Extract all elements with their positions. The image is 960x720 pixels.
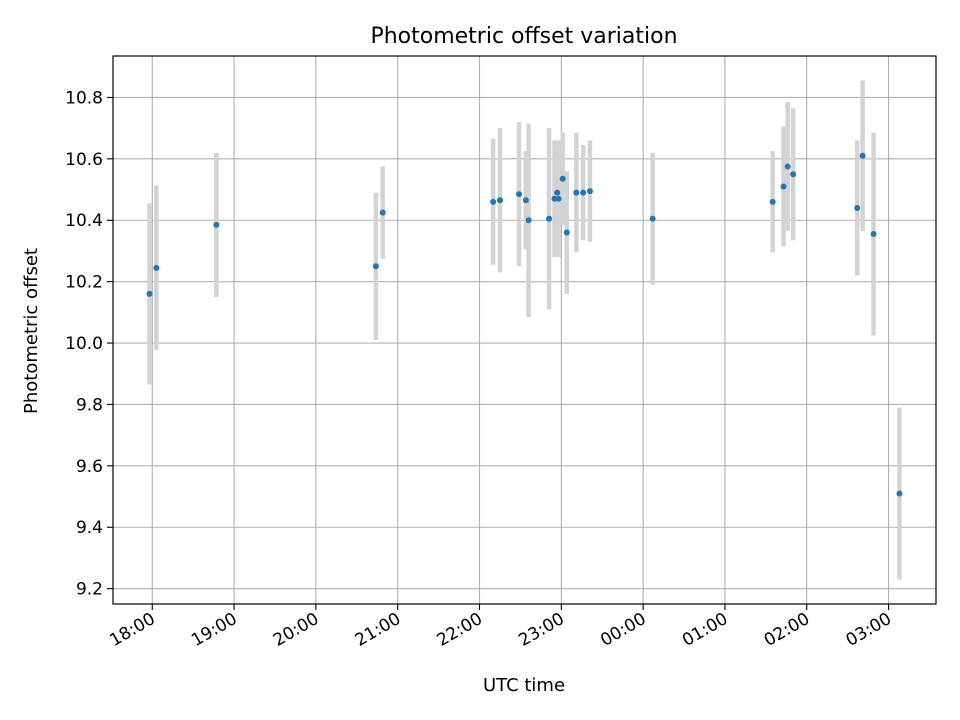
y-axis-ticks: 9.2 9.4 9.6 9.8 10.0 10.2 10.4 10.6 10.8 bbox=[65, 88, 113, 600]
data-point bbox=[870, 231, 877, 238]
y-tick-label: 10.0 bbox=[65, 334, 103, 354]
data-point bbox=[780, 183, 787, 190]
chart-title: Photometric offset variation bbox=[370, 24, 677, 49]
data-point bbox=[769, 198, 776, 205]
y-tick-label: 9.4 bbox=[76, 518, 103, 538]
data-point bbox=[563, 229, 570, 236]
data-point bbox=[555, 195, 562, 202]
data-point bbox=[790, 171, 797, 178]
data-point bbox=[546, 215, 553, 222]
y-axis-label: Photometric offset bbox=[21, 248, 42, 414]
y-tick-label: 10.2 bbox=[65, 273, 103, 293]
data-point bbox=[586, 188, 593, 195]
data-points bbox=[146, 152, 903, 497]
data-point bbox=[554, 189, 561, 196]
y-tick-label: 10.6 bbox=[65, 150, 103, 170]
data-point bbox=[213, 221, 220, 228]
data-point bbox=[379, 209, 386, 216]
data-point bbox=[496, 197, 503, 204]
data-point bbox=[580, 189, 587, 196]
data-point bbox=[490, 198, 497, 205]
grid-lines bbox=[113, 56, 936, 604]
data-point bbox=[146, 290, 153, 297]
data-point bbox=[525, 217, 532, 224]
data-point bbox=[522, 197, 529, 204]
data-point bbox=[372, 263, 379, 270]
data-point bbox=[854, 204, 861, 211]
data-point bbox=[649, 215, 656, 222]
data-point bbox=[784, 163, 791, 170]
y-tick-label: 9.2 bbox=[76, 580, 103, 600]
data-point bbox=[516, 191, 523, 198]
data-point bbox=[573, 189, 580, 196]
y-tick-label: 9.6 bbox=[76, 457, 103, 477]
data-point bbox=[153, 264, 160, 271]
data-point bbox=[859, 152, 866, 159]
data-point bbox=[896, 490, 903, 497]
data-point bbox=[559, 175, 566, 182]
x-axis-label: UTC time bbox=[483, 675, 565, 696]
y-tick-label: 10.8 bbox=[65, 88, 103, 108]
y-tick-label: 9.8 bbox=[76, 395, 103, 415]
y-tick-label: 10.4 bbox=[65, 211, 103, 231]
plot-frame bbox=[112, 55, 937, 605]
